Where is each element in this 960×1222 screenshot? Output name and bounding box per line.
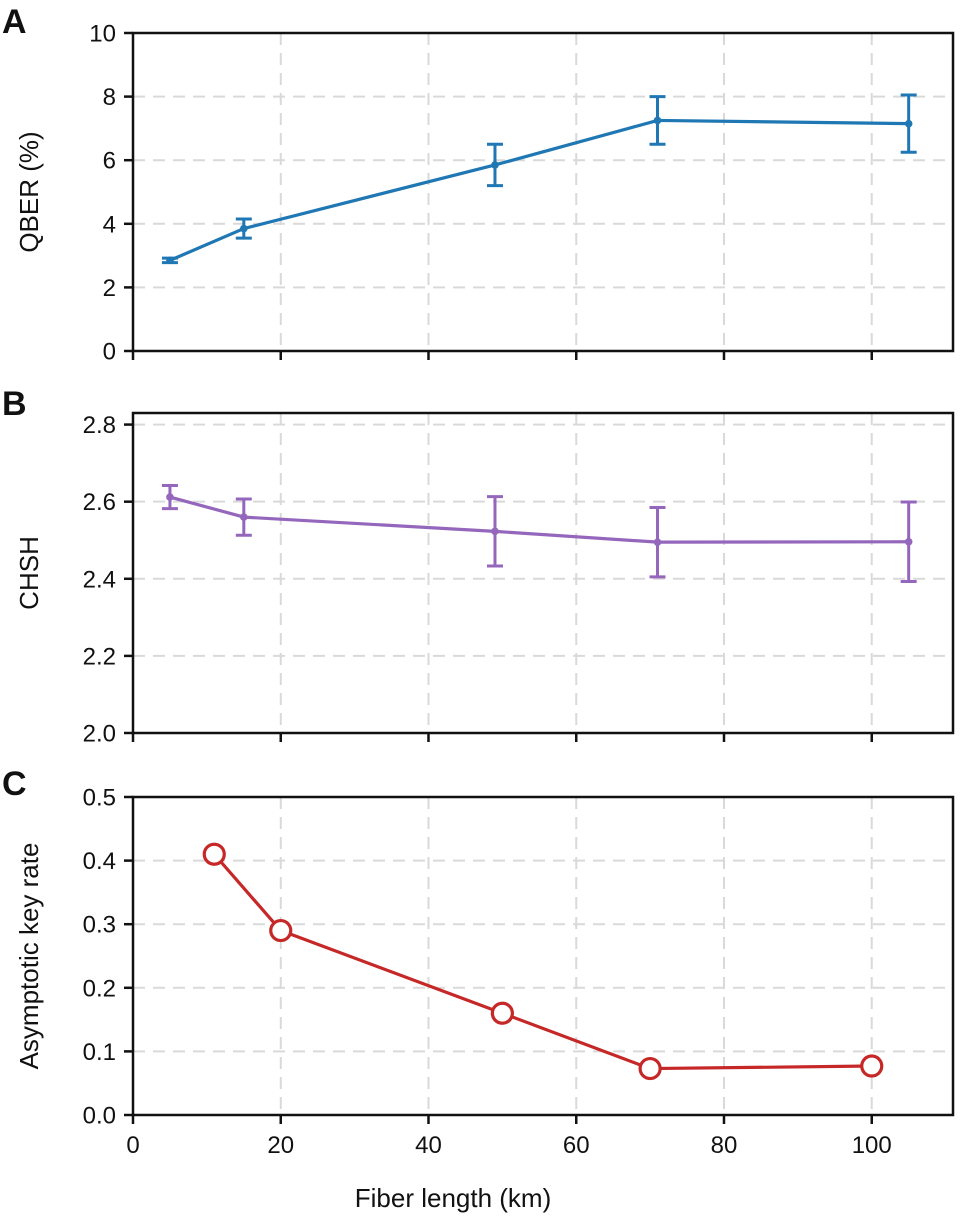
data-point: [166, 493, 174, 501]
data-point: [860, 1054, 884, 1078]
data-point: [904, 537, 913, 546]
y-tick-label: 2.8: [83, 412, 116, 439]
y-tick-label: 2.6: [83, 489, 116, 516]
data-point: [491, 527, 499, 536]
y-tick-label: 0.0: [83, 1103, 116, 1130]
y-tick-label: 0.3: [83, 912, 116, 939]
data-point: [638, 1056, 662, 1081]
data-point: [653, 538, 662, 546]
y-tick-label: 8: [103, 84, 116, 111]
axes-frame: [131, 795, 955, 1117]
series-line: [213, 853, 872, 1071]
data-point: [202, 842, 226, 866]
panel-letter: A: [2, 3, 27, 41]
panel-a: A 0 2 4 6 8 10 QBER (%): [2, 3, 955, 366]
axes-frame: [131, 411, 955, 735]
panel-letter: C: [2, 765, 27, 803]
y-axis-title: CHSH: [14, 536, 44, 610]
y-tick-label: 0.1: [83, 1039, 116, 1066]
y-tick-label: 0: [103, 339, 116, 366]
y-tick-label: 2: [103, 275, 116, 302]
y-tick-label: 4: [103, 211, 116, 238]
x-tick-label: 20: [267, 1132, 294, 1159]
panel-b: B 2.0 2.2 2.4 2.6 2.8 CHSH: [2, 385, 955, 748]
data-point: [240, 224, 248, 233]
y-tick-label: 0.2: [83, 975, 116, 1002]
data-point: [166, 256, 174, 265]
gridlines: [133, 33, 953, 351]
data-point: [490, 1001, 514, 1025]
x-tick-label: 0: [126, 1132, 139, 1159]
x-tick-label: 60: [563, 1132, 590, 1159]
panel-letter: B: [2, 385, 27, 423]
data-point: [240, 513, 248, 521]
data-point: [653, 116, 662, 125]
y-tick-label: 2.4: [83, 566, 116, 593]
y-tick-label: 2.2: [83, 643, 116, 670]
y-axis-title: Asymptotic key rate: [14, 843, 44, 1070]
data-point: [269, 918, 293, 943]
axes-frame: [131, 31, 955, 353]
y-axis-title: QBER (%): [14, 131, 44, 252]
x-tick-label: 80: [711, 1132, 738, 1159]
y-tick-label: 10: [89, 21, 116, 48]
data-point: [904, 119, 913, 128]
data-point: [491, 161, 499, 169]
gridlines: [133, 413, 953, 733]
x-axis-title: Fiber length (km): [355, 1183, 552, 1213]
y-tick-label: 2.0: [83, 721, 116, 748]
y-tick-label: 6: [103, 148, 116, 175]
x-tick-label: 40: [415, 1132, 442, 1159]
y-tick-label: 0.4: [83, 848, 116, 875]
y-tick-label: 0.5: [83, 785, 116, 812]
x-tick-label: 100: [852, 1132, 892, 1159]
panel-c: C 0.0 0.1 0.2 0.3 0.4 0.5 0 20 40 60 80 100 Asymptoti…: [2, 765, 955, 1213]
